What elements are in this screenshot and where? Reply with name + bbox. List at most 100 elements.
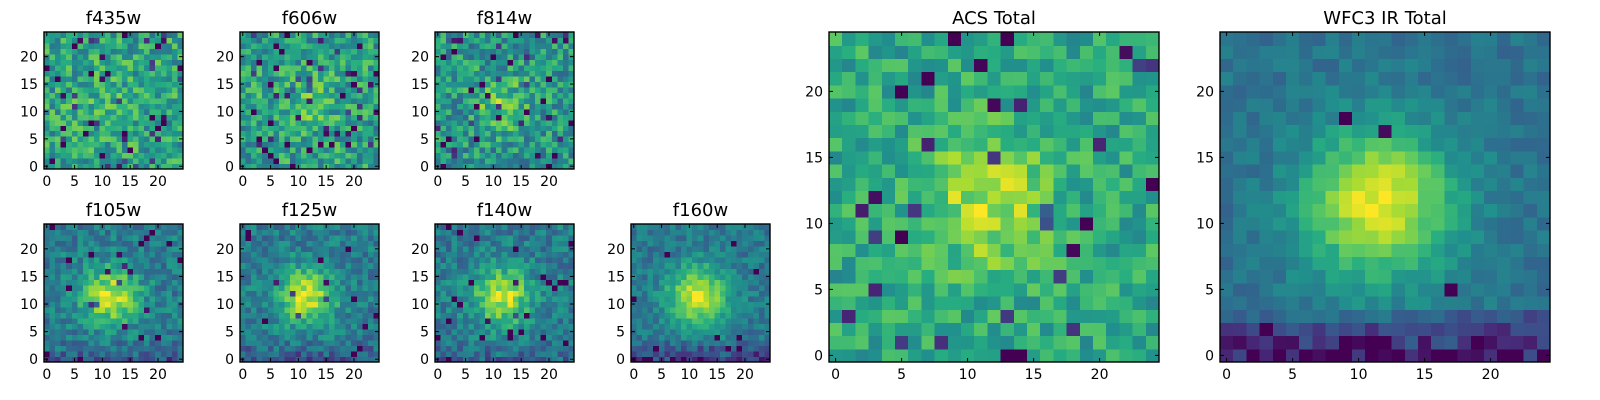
heatmap-cell [66, 279, 73, 286]
heatmap-cell [132, 295, 140, 302]
heatmap-cell [240, 235, 247, 242]
heatmap-cell [256, 163, 263, 170]
heatmap-cell [479, 339, 486, 347]
heatmap-cell [290, 339, 297, 347]
heatmap-cell [160, 356, 167, 363]
heatmap-cell [535, 273, 542, 280]
heatmap-cell [166, 114, 173, 121]
heatmap-cell [961, 164, 975, 178]
heatmap-cell [535, 103, 542, 110]
heatmap-cell [692, 235, 699, 242]
heatmap-cell [116, 334, 123, 341]
heatmap-cell [731, 295, 738, 302]
heatmap-cell [110, 92, 117, 99]
heatmap-cell [686, 295, 693, 302]
heatmap-cell [144, 290, 151, 297]
heatmap-cell [60, 356, 67, 363]
heatmap-cell [512, 114, 519, 121]
heatmap-cell [49, 97, 56, 104]
heatmap-cell [116, 42, 123, 50]
heatmap-cell [642, 356, 649, 363]
heatmap-cell [546, 257, 553, 264]
heatmap-cell [974, 322, 988, 337]
heatmap-cell [306, 163, 313, 170]
heatmap-cell [49, 75, 56, 82]
heatmap-cell [440, 268, 447, 275]
heatmap-cell [295, 268, 302, 275]
heatmap-cell [562, 290, 570, 297]
heatmap-cell [284, 279, 291, 286]
heatmap-cell [362, 92, 369, 99]
heatmap-cell [446, 32, 453, 39]
heatmap-cell [535, 334, 542, 341]
heatmap-cell [295, 114, 302, 121]
heatmap-cell [278, 147, 286, 154]
heatmap-cell [1106, 243, 1120, 257]
heatmap-cell [507, 240, 514, 247]
heatmap-cell [251, 70, 258, 77]
heatmap-cell [1119, 203, 1134, 218]
heatmap-cell [742, 279, 749, 286]
heatmap-cell [55, 108, 62, 115]
heatmap-cell [356, 163, 363, 170]
y-tick-label: 0 [420, 159, 429, 175]
heatmap-cell [362, 163, 369, 170]
heatmap-cell [725, 350, 732, 358]
heatmap-cell [71, 81, 78, 88]
heatmap-cell [1066, 203, 1081, 218]
heatmap-cell [714, 339, 721, 347]
heatmap-cell [94, 59, 101, 66]
heatmap-cell [647, 290, 654, 297]
heatmap-cell [947, 256, 962, 271]
heatmap-cell [323, 75, 330, 82]
heatmap-cell [490, 345, 497, 352]
heatmap-cell [868, 282, 883, 297]
heatmap-cell [356, 70, 363, 77]
heatmap-cell [94, 224, 101, 231]
heatmap-cell [351, 257, 358, 264]
heatmap-cell [245, 70, 252, 77]
heatmap-cell [490, 334, 497, 341]
heatmap-cell [764, 279, 771, 286]
heatmap-cell [82, 48, 90, 55]
heatmap-cell [278, 48, 286, 55]
heatmap-cell [557, 103, 564, 110]
heatmap-cell [94, 257, 101, 264]
heatmap-cell [284, 108, 291, 115]
heatmap-cell [479, 317, 486, 324]
heatmap-cell [82, 328, 90, 335]
y-tick-label: 20 [216, 242, 234, 258]
heatmap-cell [642, 224, 649, 231]
heatmap-cell [496, 257, 503, 264]
heatmap-cell [462, 158, 469, 165]
heatmap-cell [1013, 230, 1028, 244]
heatmap-cell [529, 92, 536, 99]
heatmap-cell [490, 328, 497, 335]
heatmap-cell [518, 114, 525, 121]
heatmap-cell [675, 273, 682, 280]
heatmap-cell [334, 136, 341, 143]
heatmap-cell [1040, 164, 1054, 178]
heatmap-cell [546, 279, 553, 286]
heatmap-cell [947, 150, 962, 165]
heatmap-cell [535, 257, 542, 264]
heatmap-cell [557, 339, 564, 347]
heatmap-cell [518, 273, 525, 280]
heatmap-cell [155, 235, 162, 242]
heatmap-cell [105, 86, 112, 93]
heatmap-cell [747, 235, 754, 242]
heatmap-cell [144, 235, 151, 242]
heatmap-cell [267, 339, 274, 347]
heatmap-cell [256, 268, 263, 275]
heatmap-cell [71, 97, 78, 104]
heatmap-cell [166, 86, 173, 93]
heatmap-cell [116, 119, 123, 126]
heatmap-cell [468, 163, 475, 170]
heatmap-cell [290, 262, 297, 269]
heatmap-cell [501, 70, 508, 77]
heatmap-cell [518, 136, 525, 143]
heatmap-cell [468, 42, 475, 50]
heatmap-cell [697, 257, 704, 264]
heatmap-cell [675, 312, 682, 319]
heatmap-cell [496, 32, 503, 39]
